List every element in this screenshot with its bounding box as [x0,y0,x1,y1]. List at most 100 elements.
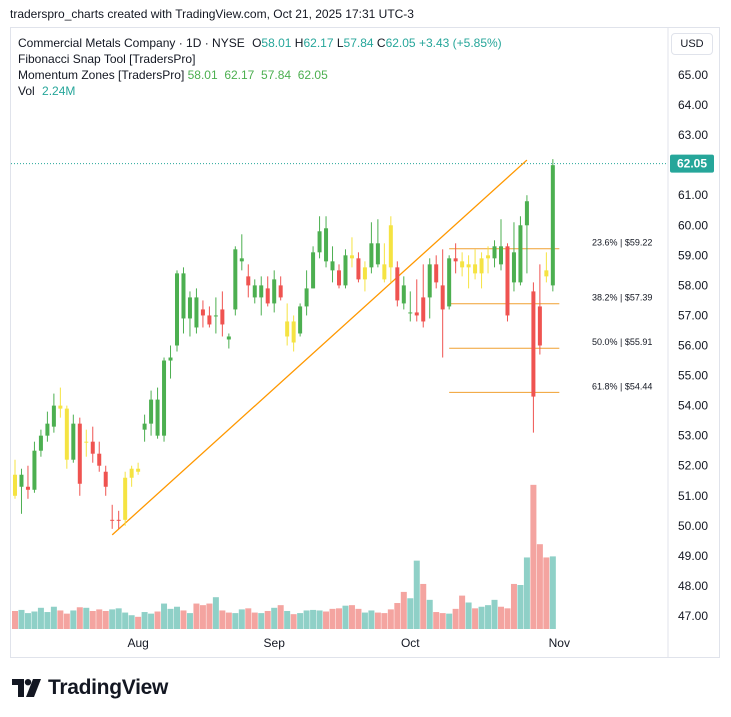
candle-body [362,267,367,280]
candle-body [149,399,154,424]
y-tick-label: 54.00 [678,399,708,413]
volume-bar [12,610,18,629]
volume-bar [472,608,479,629]
indicator-momentum-name: Momentum Zones [TradersPro] [18,68,185,82]
volume-bar [115,608,122,629]
volume-bar [394,603,401,629]
volume-bar [446,613,453,629]
y-tick-label: 55.00 [678,369,708,383]
currency-selector-button[interactable]: USD [671,33,713,55]
ohlc-low-label: L [336,36,344,50]
volume-bar [549,556,556,629]
volume-bar [18,609,25,629]
chart-legend: Commercial Metals Company · 1D · NYSE O5… [18,35,502,99]
volume-bar [323,611,330,629]
indicator-fibonacci-row[interactable]: Fibonacci Snap Tool [TradersPro] [18,51,502,67]
volume-bar [37,607,44,629]
candle-body [64,408,69,460]
ohlc-close-label: C [376,36,386,50]
candle-body [382,264,387,280]
volume-bar [498,606,504,629]
candle-body [427,264,432,298]
candle-body [265,288,270,304]
candle-body [343,255,348,286]
candle-body [32,450,37,490]
volume-bar [277,605,284,629]
volume-bar [154,611,161,629]
volume-bar [413,560,420,629]
volume-bar [57,610,64,629]
ohlc-open-value: 58.01 [261,36,292,50]
volume-bar [141,612,148,629]
candle-body [168,357,173,361]
volume-bar [297,613,304,629]
candle-body [175,273,179,346]
candle-body [395,267,400,301]
y-tick-label: 57.00 [678,308,708,322]
candle-body [71,423,76,460]
candle-body [337,270,341,286]
volume-bar [174,606,180,629]
candle-body [388,225,393,268]
candle-body [447,258,452,307]
volume-bar [31,611,38,629]
volume-bar [303,610,310,629]
chart-frame[interactable] [10,27,720,658]
candle-body [77,423,82,484]
volume-bar [180,610,187,629]
volume-bar [271,607,278,629]
y-tick-label: 59.00 [678,248,708,262]
candle-body [226,336,231,340]
volume-bar [433,612,440,629]
volume-bar [245,608,252,629]
candle-body [200,309,205,316]
volume-bar [290,614,297,629]
volume-bar [258,613,265,629]
candle-body [453,258,458,262]
volume-bar [206,603,213,629]
chart-header-caption: traderspro_charts created with TradingVi… [10,7,414,21]
candle-body [544,270,549,277]
candle-body [479,258,484,274]
candle-body [460,261,465,268]
y-tick-label: 63.00 [678,128,708,142]
volume-bar [485,605,492,629]
candle-body [246,276,251,286]
legend-symbol-row[interactable]: Commercial Metals Company · 1D · NYSE O5… [18,35,502,51]
volume-bar [70,610,77,629]
trendline [111,159,528,536]
volume-bar [193,603,200,629]
candle-body [421,297,426,322]
volume-bar [407,598,414,629]
volume-bar [400,591,407,629]
indicator-volume-row[interactable]: Vol 2.24M [18,83,502,99]
candle-body [356,258,361,280]
candle-body [38,435,43,451]
volume-bar [420,583,427,629]
indicator-momentum-row[interactable]: Momentum Zones [TradersPro] 58.01 62.17 … [18,67,502,83]
candle-body [142,423,147,430]
x-tick-label: Oct [401,636,420,650]
volume-bar [128,615,135,629]
volume-bar [329,608,336,629]
candle-body [233,249,238,310]
volume-bar [310,609,317,629]
candle-body [13,474,17,496]
price-change: +3.43 (+5.85%) [418,36,502,50]
y-tick-label: 53.00 [678,429,708,443]
candle-body [19,474,24,487]
candle-body [511,252,516,283]
candle-body [136,468,141,472]
candle-body [207,315,212,325]
volume-bar [135,616,142,629]
y-tick-label: 58.00 [678,278,708,292]
candle-body [259,285,264,298]
candle-body [123,477,128,520]
volume-bar [24,613,31,629]
candle-body [58,405,63,409]
candle-body [155,399,160,436]
volume-bar [517,585,524,629]
candle-body [220,309,225,325]
candle-body [537,306,542,346]
